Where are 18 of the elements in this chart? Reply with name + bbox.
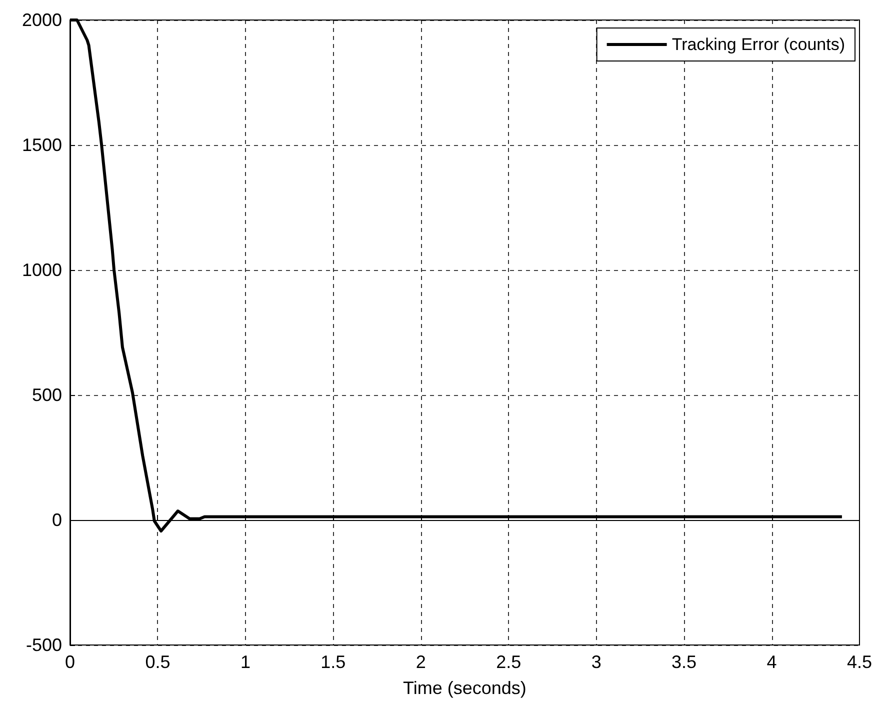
x-axis-title: Time (seconds) (403, 678, 526, 698)
x-tick-label: 2.5 (496, 652, 522, 672)
y-tick-label: 2000 (22, 10, 62, 30)
x-tick-label: 1.5 (320, 652, 346, 672)
x-tick-label: 4.5 (846, 652, 872, 672)
y-tick-label: 1000 (22, 260, 62, 280)
x-tick-label: 2 (416, 652, 426, 672)
x-tick-label: 1 (240, 652, 250, 672)
y-tick-label: 1500 (22, 135, 62, 155)
y-tick-label: 0 (52, 510, 62, 530)
x-tick-label: 4 (766, 652, 777, 672)
x-tick-label: 0 (64, 652, 76, 672)
x-tick-label: 3.5 (672, 652, 697, 672)
y-tick-label: 500 (32, 385, 62, 405)
y-tick-label: -500 (26, 635, 62, 655)
legend-label: Tracking Error (counts) (672, 35, 845, 54)
x-tick-label: 0.5 (145, 652, 170, 672)
x-tick-label: 3 (591, 652, 602, 672)
